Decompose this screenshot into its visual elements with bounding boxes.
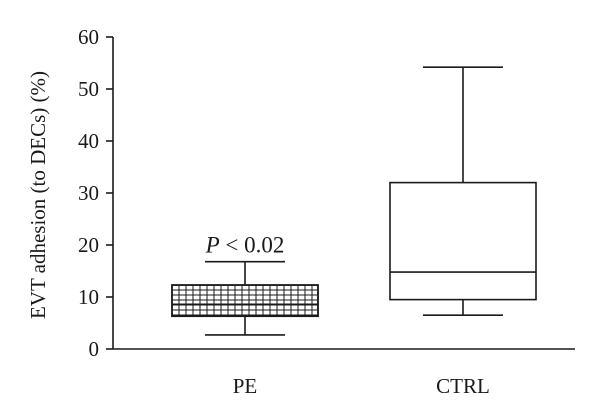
y-tick-label: 0 — [89, 337, 100, 361]
box-body — [389, 181, 537, 301]
box-ctrl — [389, 66, 537, 317]
p-value-annotation: P < 0.02 — [205, 233, 285, 258]
x-category-label: PE — [233, 374, 258, 398]
y-axis-title: EVT adhesion (to DECs) (%) — [26, 71, 50, 319]
y-tick-label: 20 — [78, 233, 99, 257]
y-axis-ticks: 0 10 20 30 40 50 60 — [78, 25, 113, 361]
y-tick-label: 40 — [78, 129, 99, 153]
y-tick-label: 30 — [78, 181, 99, 205]
y-tick-label: 60 — [78, 25, 99, 49]
boxes-layer: P < 0.02 — [171, 66, 537, 336]
p-value-symbol: P — [205, 233, 220, 258]
y-tick-label: 10 — [78, 285, 99, 309]
x-category-label: CTRL — [436, 374, 490, 398]
box-hatch — [172, 285, 318, 317]
box-outline — [171, 284, 319, 318]
p-value-text: < 0.02 — [220, 233, 285, 258]
y-tick-label: 50 — [78, 77, 99, 101]
box-pe: P < 0.02 — [171, 233, 319, 336]
x-axis-category-labels: PE CTRL — [233, 374, 490, 398]
